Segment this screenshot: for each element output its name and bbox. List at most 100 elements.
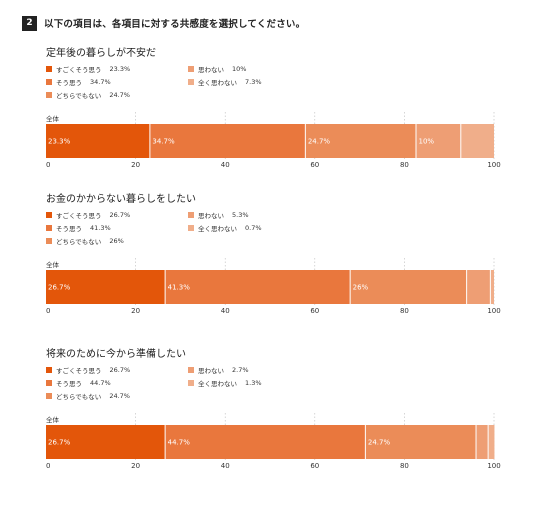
legend-value: 10% <box>232 65 247 73</box>
category-label: 全体 <box>46 415 60 424</box>
x-tick-label: 0 <box>46 161 50 169</box>
legend-label: 思わない <box>198 367 224 375</box>
chart-svg: 全体 23.3% 34.7% 24.7% 10% 0 20 40 60 80 100 <box>46 112 501 169</box>
legend-label: そう思う <box>56 79 82 87</box>
legend-value: 41.3% <box>90 224 111 232</box>
question-header: 2 以下の項目は、各項目に対する共感度を選択してください。 <box>22 14 305 32</box>
bar-value-label: 26.7% <box>48 439 71 447</box>
bar-segment <box>46 124 150 158</box>
bar-value-label: 24.7% <box>308 138 331 146</box>
stacked-bar-chart: 全体 26.7% 44.7% 24.7% 0 20 40 60 80 100 <box>0 413 536 503</box>
bar-value-label: 10% <box>418 138 434 146</box>
legend-value: 7.3% <box>245 78 262 86</box>
legend-item: どちらでもない 26% <box>46 236 124 246</box>
legend-value: 44.7% <box>90 379 111 387</box>
legend-item: そう思う 44.7% <box>46 378 111 388</box>
bar-segment <box>150 124 305 158</box>
x-tick-label: 20 <box>131 462 140 470</box>
bar-segment <box>476 425 488 459</box>
question-text: 以下の項目は、各項目に対する共感度を選択してください。 <box>44 19 306 30</box>
x-tick-label: 40 <box>221 462 230 470</box>
bar-value-label: 26% <box>353 284 369 292</box>
legend-swatch <box>46 380 52 386</box>
legend-value: 24.7% <box>109 392 130 400</box>
legend-swatch <box>188 367 194 373</box>
chart-title: 定年後の暮らしが不安だ <box>46 48 156 59</box>
x-tick-label: 40 <box>221 161 230 169</box>
legend-item: すごくそう思う 23.3% <box>46 64 130 74</box>
legend-value: 26.7% <box>109 211 131 219</box>
legend-swatch <box>188 380 194 386</box>
legend-swatch <box>46 92 52 98</box>
bar-segment <box>165 425 365 459</box>
legend-swatch <box>46 367 52 373</box>
legend-label: どちらでもない <box>56 92 102 100</box>
bar-value-label: 41.3% <box>168 284 191 292</box>
bar-segment <box>350 270 467 304</box>
x-tick-label: 0 <box>46 307 50 315</box>
legend-label: 全く思わない <box>198 380 237 388</box>
bar-segment <box>416 124 461 158</box>
legend-label: すごくそう思う <box>56 66 102 74</box>
x-tick-label: 0 <box>46 462 50 470</box>
chart-section-3: 将来のために今から準備したいすごくそう思う 26.7% そう思う 44.7% どちらでも… <box>0 345 536 495</box>
chart-title: 将来のために今から準備したい <box>46 349 186 360</box>
x-tick-label: 100 <box>487 462 500 470</box>
legend-value: 5.3% <box>232 211 249 219</box>
x-tick-label: 100 <box>487 161 500 169</box>
legend-item: 全く思わない 7.3% <box>188 77 262 87</box>
bar-segment <box>165 270 350 304</box>
bar-value-label: 34.7% <box>152 138 175 146</box>
legend-value: 26.7% <box>109 366 131 374</box>
legend-item: どちらでもない 24.7% <box>46 391 130 401</box>
category-label: 全体 <box>46 260 60 269</box>
legend-label: そう思う <box>56 225 82 233</box>
legend-label: どちらでもない <box>56 238 102 246</box>
legend-swatch <box>46 66 52 72</box>
legend-label: そう思う <box>56 380 82 388</box>
legend-swatch <box>46 79 52 85</box>
legend-swatch <box>188 79 194 85</box>
question-number: 2 <box>22 15 37 31</box>
legend-item: 思わない 10% <box>188 64 246 74</box>
legend-swatch <box>188 212 194 218</box>
legend-item: 全く思わない 0.7% <box>188 223 262 233</box>
chart-title: お金のかからない暮らしをしたい <box>46 194 196 205</box>
bar-segment <box>467 270 490 304</box>
legend-item: そう思う 41.3% <box>46 223 111 233</box>
legend-value: 1.3% <box>245 379 262 387</box>
bar-segment <box>365 425 476 459</box>
legend-label: 思わない <box>198 66 224 74</box>
bar-segment <box>305 124 416 158</box>
bar-segment <box>46 270 165 304</box>
category-label: 全体 <box>46 114 60 123</box>
legend-label: すごくそう思う <box>56 367 102 375</box>
legend-value: 24.7% <box>109 91 130 99</box>
x-tick-label: 20 <box>131 161 140 169</box>
x-tick-label: 60 <box>310 161 319 169</box>
x-tick-label: 60 <box>310 307 319 315</box>
stacked-bar-chart: 全体 23.3% 34.7% 24.7% 10% 0 20 40 60 80 100 <box>0 112 536 202</box>
bar-segment <box>461 124 494 158</box>
legend-label: 思わない <box>198 212 224 220</box>
legend-item: 全く思わない 1.3% <box>188 378 262 388</box>
x-tick-label: 80 <box>400 161 409 169</box>
legend-swatch <box>188 225 194 231</box>
x-tick-label: 60 <box>310 462 319 470</box>
bar-value-label: 24.7% <box>368 439 391 447</box>
legend-label: 全く思わない <box>198 225 237 233</box>
legend-swatch <box>188 66 194 72</box>
legend-value: 2.7% <box>232 366 249 374</box>
legend-value: 26% <box>109 237 124 245</box>
chart-section-1: 定年後の暮らしが不安だすごくそう思う 23.3% そう思う 34.7% どちらでもない 2… <box>0 44 536 194</box>
chart-svg: 全体 26.7% 41.3% 26% 0 20 40 60 80 100 <box>46 258 501 315</box>
legend-value: 23.3% <box>109 65 131 73</box>
legend-swatch <box>46 393 52 399</box>
x-tick-label: 80 <box>400 462 409 470</box>
bar-segment <box>488 425 495 459</box>
legend-item: どちらでもない 24.7% <box>46 90 130 100</box>
legend-item: 思わない 5.3% <box>188 210 249 220</box>
bar-segment <box>490 270 494 304</box>
legend-label: すごくそう思う <box>56 212 102 220</box>
x-tick-label: 40 <box>221 307 230 315</box>
